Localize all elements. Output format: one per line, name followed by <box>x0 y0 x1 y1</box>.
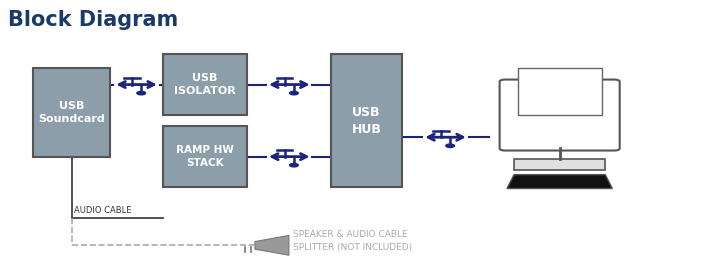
Polygon shape <box>507 175 613 188</box>
FancyBboxPatch shape <box>500 80 620 151</box>
Text: USB
HUB: USB HUB <box>352 106 381 136</box>
FancyBboxPatch shape <box>33 68 110 157</box>
Circle shape <box>290 91 298 95</box>
Text: USB
Soundcard: USB Soundcard <box>38 101 105 124</box>
Text: SPEAKER & AUDIO CABLE
SPLITTER (NOT INCLUDED): SPEAKER & AUDIO CABLE SPLITTER (NOT INCL… <box>293 230 412 252</box>
Circle shape <box>137 91 145 95</box>
Text: Block Diagram: Block Diagram <box>8 10 178 30</box>
FancyBboxPatch shape <box>163 54 247 115</box>
Circle shape <box>290 164 298 167</box>
Polygon shape <box>255 235 289 255</box>
FancyBboxPatch shape <box>163 126 247 187</box>
Text: AUDIO CABLE: AUDIO CABLE <box>75 206 132 215</box>
Text: RAMP HW
STACK: RAMP HW STACK <box>176 145 234 168</box>
FancyBboxPatch shape <box>514 159 606 171</box>
Text: USB
ISOLATOR: USB ISOLATOR <box>174 73 236 96</box>
FancyBboxPatch shape <box>255 242 268 249</box>
Circle shape <box>446 144 455 148</box>
FancyBboxPatch shape <box>331 54 402 187</box>
FancyBboxPatch shape <box>517 68 602 115</box>
